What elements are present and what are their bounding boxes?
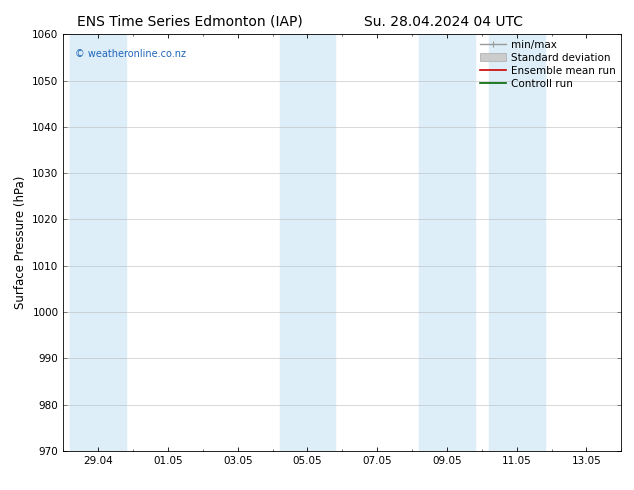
Bar [489, 34, 545, 451]
Legend: min/max, Standard deviation, Ensemble mean run, Controll run: min/max, Standard deviation, Ensemble me… [480, 40, 616, 89]
Bar [70, 34, 126, 451]
Text: ENS Time Series Edmonton (IAP): ENS Time Series Edmonton (IAP) [77, 15, 303, 29]
Bar [419, 34, 475, 451]
Bar [280, 34, 335, 451]
Text: Su. 28.04.2024 04 UTC: Su. 28.04.2024 04 UTC [365, 15, 523, 29]
Y-axis label: Surface Pressure (hPa): Surface Pressure (hPa) [14, 176, 27, 309]
Text: © weatheronline.co.nz: © weatheronline.co.nz [75, 49, 186, 59]
